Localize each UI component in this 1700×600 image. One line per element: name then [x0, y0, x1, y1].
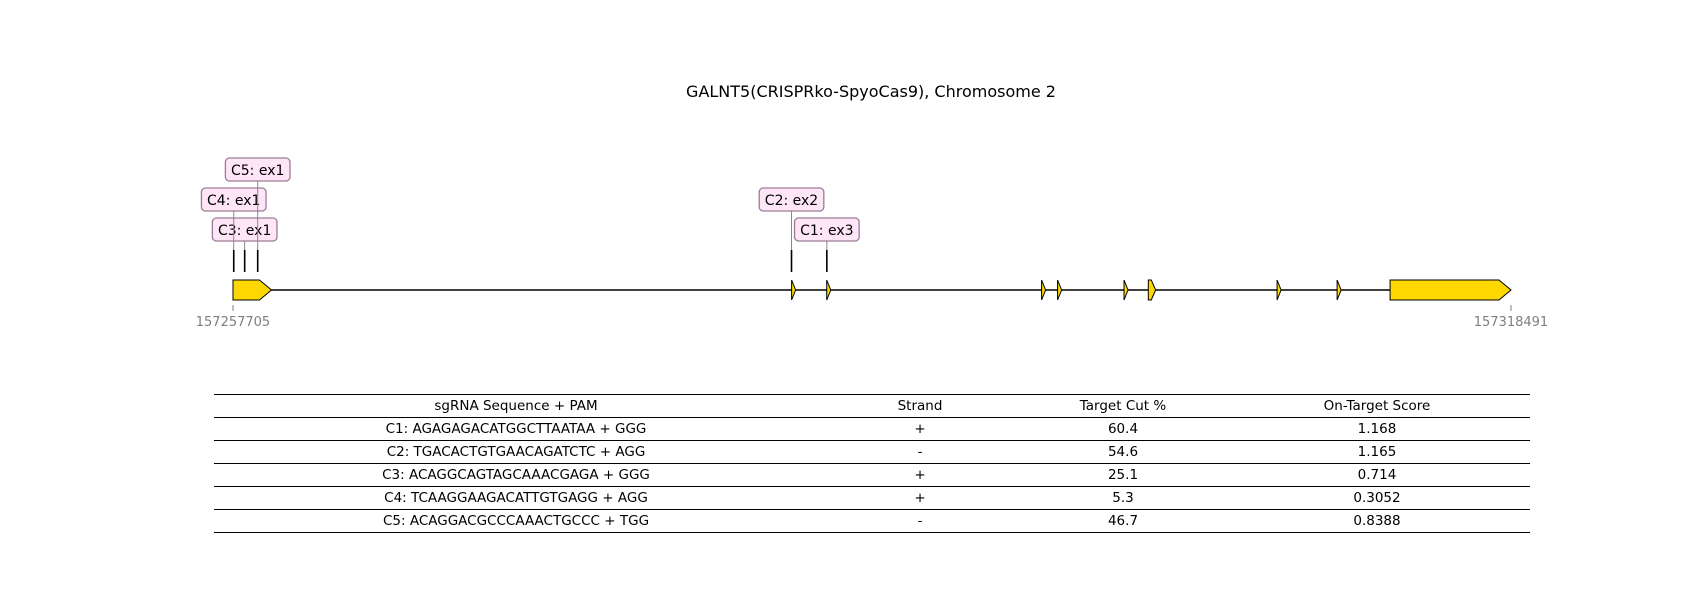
exon-block: [826, 279, 832, 301]
table-cell: C3: ACAGGCAGTAGCAAACGAGA + GGG: [214, 463, 818, 487]
cut-site-label: C2: ex2: [765, 193, 818, 209]
table-row: C1: AGAGAGACATGGCTTAATAA + GGG + 60.4 1.…: [214, 417, 1530, 441]
exon-block: [1276, 279, 1282, 301]
table-cell: 0.3052: [1224, 486, 1530, 510]
cut-site-label: C1: ex3: [800, 223, 853, 239]
table-cell: -: [818, 509, 1022, 533]
table-cell: C1: AGAGAGACATGGCTTAATAA + GGG: [214, 417, 818, 441]
table-cell: C5: ACAGGACGCCCAAACTGCCC + TGG: [214, 509, 818, 533]
column-header: On-Target Score: [1224, 394, 1530, 418]
column-header: Strand: [818, 394, 1022, 418]
table-cell: 5.3: [1022, 486, 1224, 510]
table-cell: +: [818, 417, 1022, 441]
cut-site-label-box: [758, 187, 825, 212]
table-header-row: sgRNA Sequence + PAM Strand Target Cut %…: [214, 394, 1530, 418]
exon-block: [1057, 279, 1063, 301]
exon-block: [1389, 279, 1512, 301]
table-cell: C4: TCAAGGAAGACATTGTGAGG + AGG: [214, 486, 818, 510]
table-row: C4: TCAAGGAAGACATTGTGAGG + AGG + 5.3 0.3…: [214, 486, 1530, 510]
exon-block: [1147, 279, 1157, 301]
end-coord-label: 157318491: [1474, 315, 1548, 330]
cut-site-label: C4: ex1: [207, 193, 260, 209]
table-cell: 46.7: [1022, 509, 1224, 533]
table-cell: 60.4: [1022, 417, 1224, 441]
table-row: C3: ACAGGCAGTAGCAAACGAGA + GGG + 25.1 0.…: [214, 463, 1530, 487]
exon-block: [232, 279, 273, 301]
cut-site-label: C3: ex1: [218, 223, 271, 239]
exon-block: [1123, 279, 1129, 301]
gene-map: C1: ex3 C2: ex2 C3: ex1 C4: ex1 C5: ex1 1572…: [196, 157, 1548, 330]
cut-site-label-box: [793, 217, 860, 242]
cut-site-label: C5: ex1: [231, 163, 284, 179]
table-cell: 1.168: [1224, 417, 1530, 441]
column-header: Target Cut %: [1022, 394, 1224, 418]
exon-block: [791, 279, 797, 301]
figure-title: GALNT5(CRISPRko-SpyoCas9), Chromosome 2: [686, 82, 1056, 101]
table-row: C5: ACAGGACGCCCAAACTGCCC + TGG - 46.7 0.…: [214, 509, 1530, 533]
cut-site-label-box: [200, 187, 267, 212]
table-cell: 25.1: [1022, 463, 1224, 487]
exon-block: [1336, 279, 1342, 301]
sgrna-table: sgRNA Sequence + PAM Strand Target Cut %…: [214, 394, 1530, 533]
table-cell: 0.714: [1224, 463, 1530, 487]
table-cell: -: [818, 440, 1022, 464]
table-cell: C2: TGACACTGTGAACAGATCTC + AGG: [214, 440, 818, 464]
cut-site-label-box: [224, 157, 291, 182]
table-cell: 54.6: [1022, 440, 1224, 464]
table-cell: +: [818, 463, 1022, 487]
cut-site-label-box: [211, 217, 278, 242]
table-cell: 0.8388: [1224, 509, 1530, 533]
table-cell: +: [818, 486, 1022, 510]
table-row: C2: TGACACTGTGAACAGATCTC + AGG - 54.6 1.…: [214, 440, 1530, 464]
exon-block: [1041, 279, 1047, 301]
start-coord-label: 157257705: [196, 315, 270, 330]
column-header: sgRNA Sequence + PAM: [214, 394, 818, 418]
table-cell: 1.165: [1224, 440, 1530, 464]
